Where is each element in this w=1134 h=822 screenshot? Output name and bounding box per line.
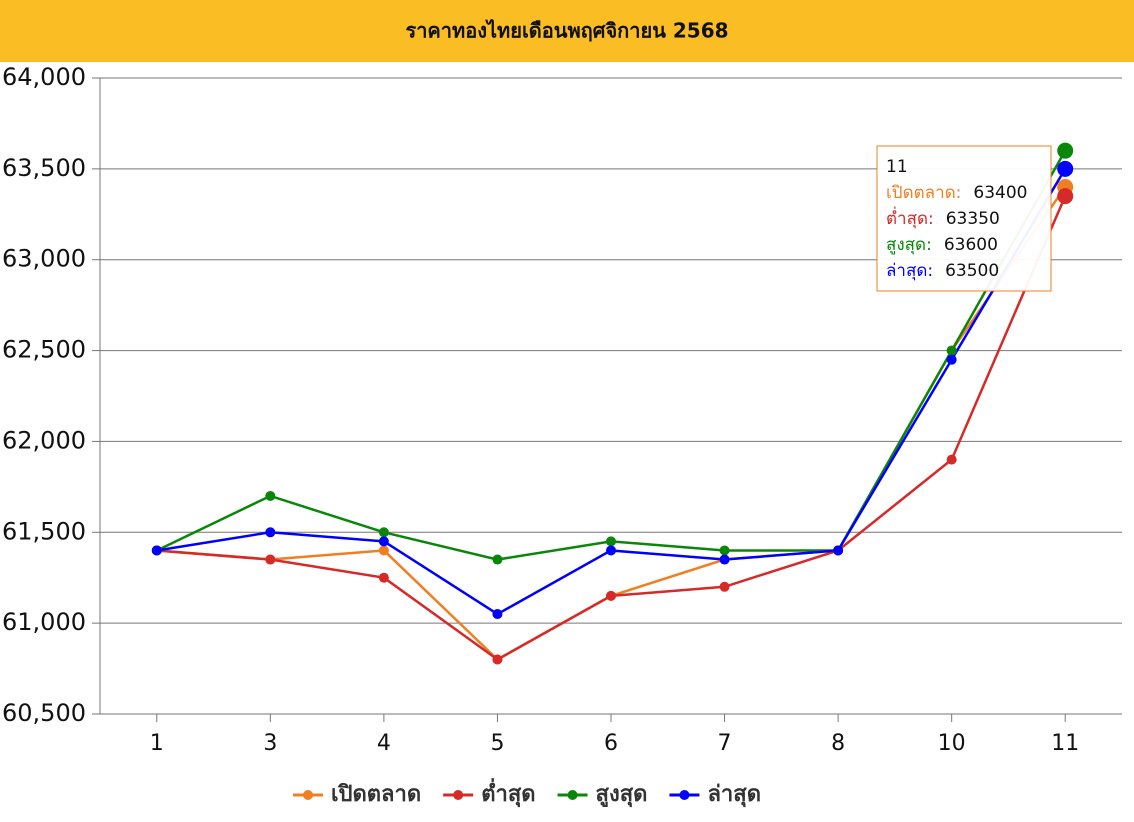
data-point bbox=[1057, 160, 1074, 177]
data-point bbox=[833, 545, 844, 556]
data-point bbox=[492, 609, 503, 620]
data-point bbox=[606, 536, 616, 547]
legend-label: เปิดตลาด bbox=[331, 782, 421, 807]
tooltip-box bbox=[876, 145, 1052, 292]
legend-swatch bbox=[303, 790, 313, 800]
legend-swatch bbox=[567, 790, 578, 800]
data-point bbox=[719, 554, 730, 565]
x-tick-label: 11 bbox=[1051, 731, 1079, 756]
data-point bbox=[606, 545, 616, 556]
legend-label: ล่าสุด bbox=[707, 782, 761, 808]
legend-label: สูงสุด bbox=[596, 782, 648, 808]
data-point bbox=[946, 454, 957, 465]
x-tick-label: 1 bbox=[150, 731, 164, 756]
data-point bbox=[492, 554, 503, 565]
data-point bbox=[265, 527, 276, 538]
legend-item[interactable]: สูงสุด bbox=[557, 782, 648, 808]
data-point bbox=[1057, 142, 1074, 159]
x-tick-label: 10 bbox=[938, 731, 966, 756]
tooltip-value: 63400 bbox=[973, 183, 1027, 203]
tooltip-label: ต่ำสุด: bbox=[886, 206, 934, 229]
legend-item[interactable]: ล่าสุด bbox=[669, 782, 761, 808]
x-tick-label: 4 bbox=[377, 731, 391, 756]
y-tick-label: 64,000 bbox=[2, 63, 86, 91]
data-point bbox=[1057, 188, 1074, 205]
chart-title: ราคาทองไทยเดือนพฤศจิกายน 2568 bbox=[405, 19, 728, 43]
data-point bbox=[492, 654, 503, 665]
data-point bbox=[151, 545, 162, 556]
y-tick-label: 62,500 bbox=[2, 336, 86, 364]
legend-swatch bbox=[453, 790, 464, 800]
header-bar bbox=[0, 0, 1134, 62]
y-tick-label: 62,000 bbox=[2, 426, 86, 454]
x-tick-label: 7 bbox=[718, 731, 732, 756]
legend-item[interactable]: ต่ำสุด bbox=[443, 777, 536, 808]
x-tick-label: 5 bbox=[490, 731, 504, 756]
data-point bbox=[378, 545, 389, 556]
data-point bbox=[946, 345, 957, 356]
tooltip-value: 63350 bbox=[946, 209, 1000, 229]
tooltip-title: 11 bbox=[886, 157, 908, 177]
tooltip-label: สูงสุด: bbox=[886, 235, 932, 255]
tooltip: 11 เปิดตลาด: 63400 ต่ำสุด: 63350 สูงสุด: 63600… bbox=[876, 145, 1052, 292]
data-point bbox=[946, 354, 957, 365]
tooltip-label: เปิดตลาด: bbox=[886, 183, 961, 203]
data-point bbox=[606, 590, 616, 601]
tooltip-value: 63600 bbox=[944, 235, 998, 255]
data-point bbox=[719, 581, 730, 592]
x-tick-label: 3 bbox=[263, 731, 277, 756]
y-tick-label: 63,000 bbox=[2, 245, 86, 273]
legend: เปิดตลาด ต่ำสุด สูงสุด ล่าสุด bbox=[293, 777, 761, 808]
data-point bbox=[265, 490, 276, 501]
x-tick-label: 6 bbox=[604, 731, 618, 756]
data-point bbox=[378, 527, 389, 538]
y-tick-label: 61,500 bbox=[2, 517, 86, 545]
data-point bbox=[378, 536, 389, 547]
legend-swatch bbox=[679, 790, 690, 800]
x-tick-label: 8 bbox=[831, 731, 845, 756]
tooltip-value: 63500 bbox=[945, 261, 999, 281]
y-tick-label: 61,000 bbox=[2, 608, 86, 636]
y-tick-label: 63,500 bbox=[2, 154, 86, 182]
y-tick-label: 60,500 bbox=[2, 699, 86, 727]
tooltip-label: ล่าสุด: bbox=[886, 261, 933, 281]
legend-label: ต่ำสุด bbox=[481, 777, 535, 808]
data-point bbox=[265, 554, 276, 565]
data-point bbox=[719, 545, 730, 556]
data-point bbox=[378, 572, 389, 583]
legend-item[interactable]: เปิดตลาด bbox=[293, 782, 421, 807]
